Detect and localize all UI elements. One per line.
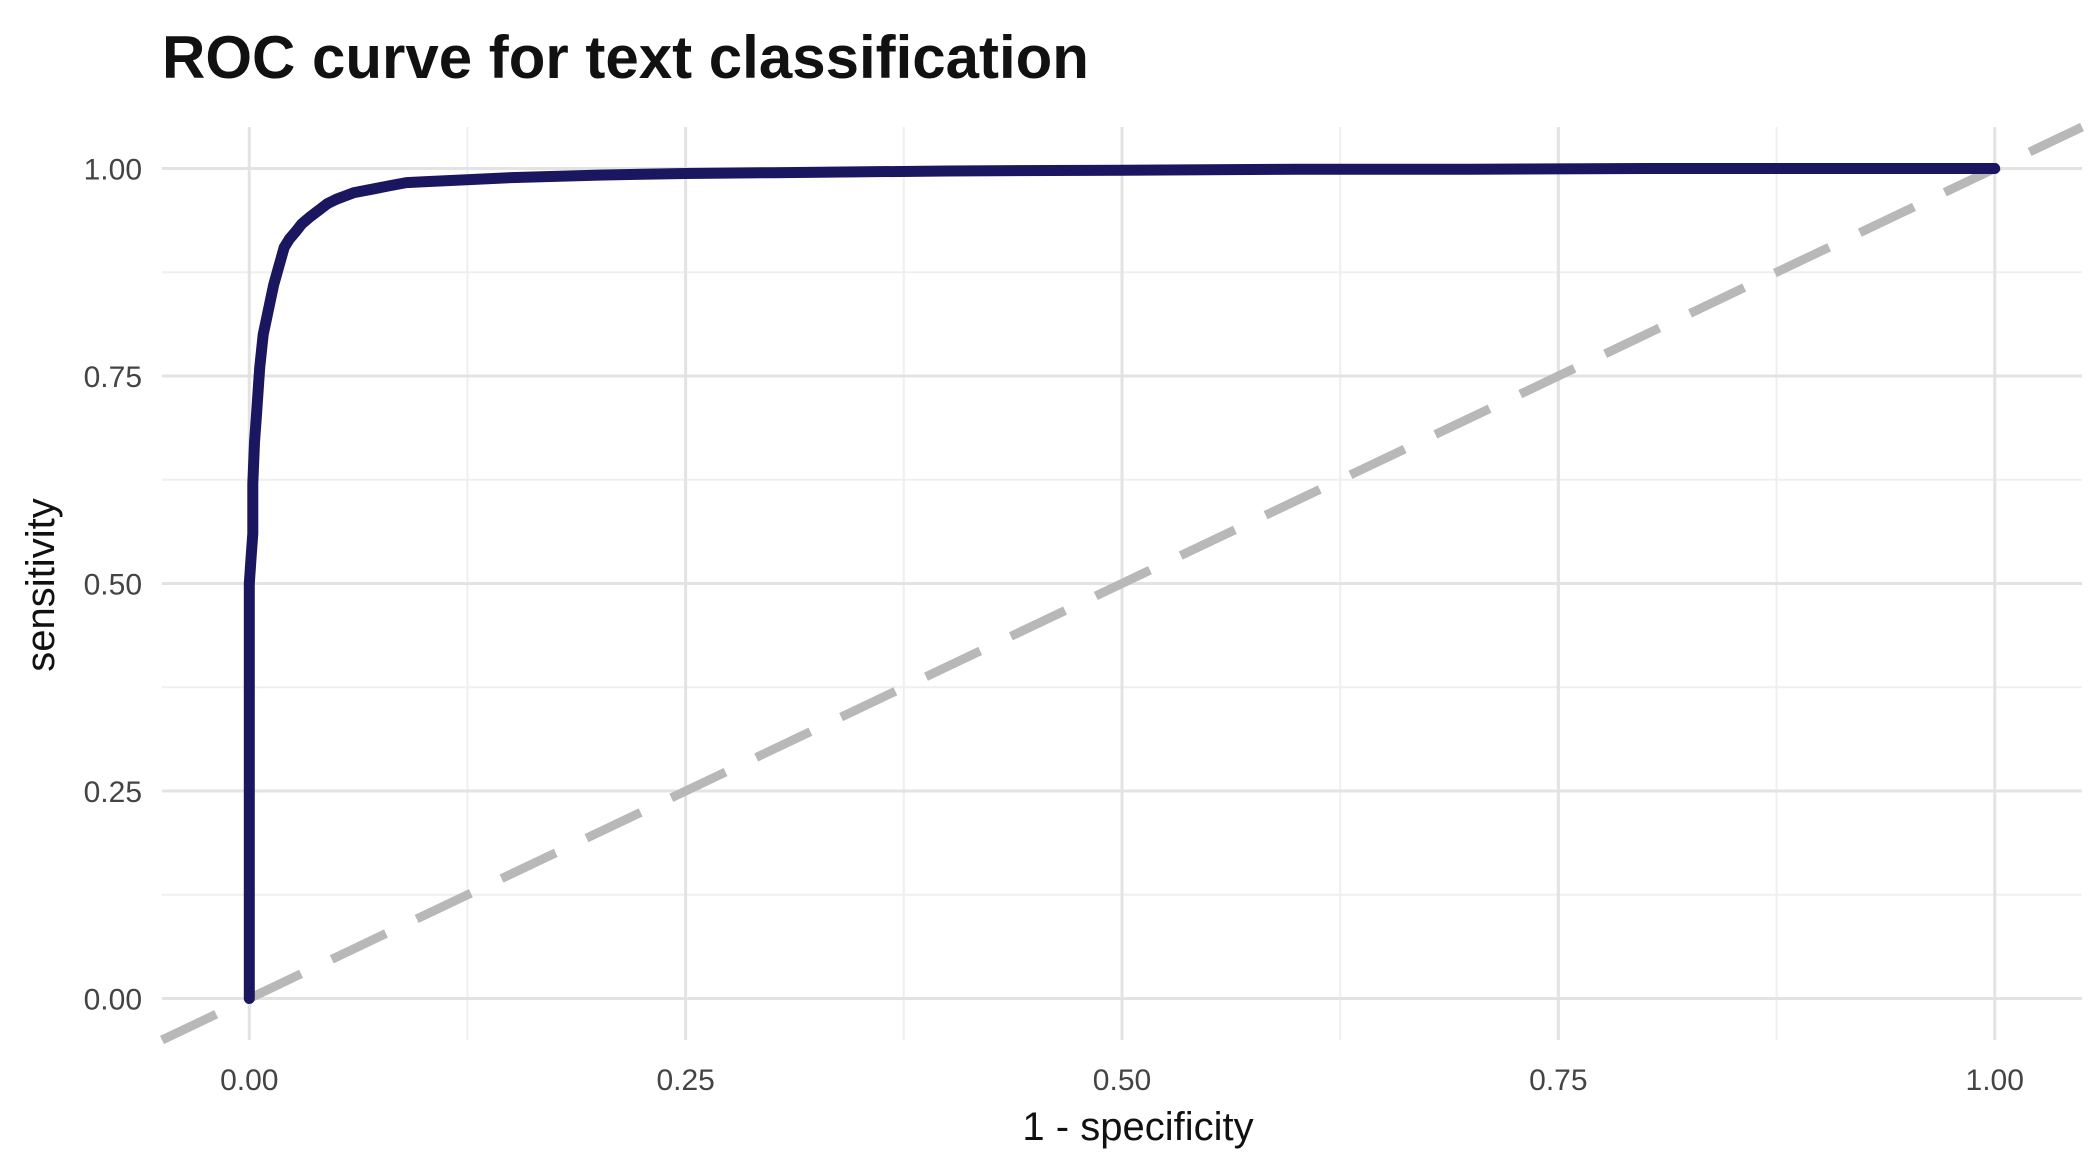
chart-title: ROC curve for text classification xyxy=(162,24,1089,91)
y-tick-label: 1.00 xyxy=(84,154,142,187)
series-group xyxy=(243,163,2001,1004)
y-tick-label: 0.25 xyxy=(84,776,142,809)
y-tick-labels: 0.00 0.25 0.50 0.75 1.00 xyxy=(84,154,142,1017)
x-tick-label: 0.50 xyxy=(1093,1064,1151,1097)
x-axis-title: 1 - specificity xyxy=(1022,1105,1253,1149)
x-tick-label: 1.00 xyxy=(1966,1064,2024,1097)
roc-curve-line xyxy=(243,163,2001,1004)
x-tick-label: 0.00 xyxy=(220,1064,278,1097)
reference-line-group xyxy=(160,122,2084,1045)
y-tick-label: 0.75 xyxy=(84,361,142,394)
x-tick-label: 0.25 xyxy=(656,1064,714,1097)
y-axis-title: sensitivity xyxy=(19,498,63,671)
reference-diagonal-line xyxy=(160,122,2084,1045)
x-tick-label: 0.75 xyxy=(1529,1064,1587,1097)
x-tick-labels: 0.00 0.25 0.50 0.75 1.00 xyxy=(220,1064,2024,1097)
y-tick-label: 0.00 xyxy=(84,984,142,1017)
y-tick-label: 0.50 xyxy=(84,569,142,602)
